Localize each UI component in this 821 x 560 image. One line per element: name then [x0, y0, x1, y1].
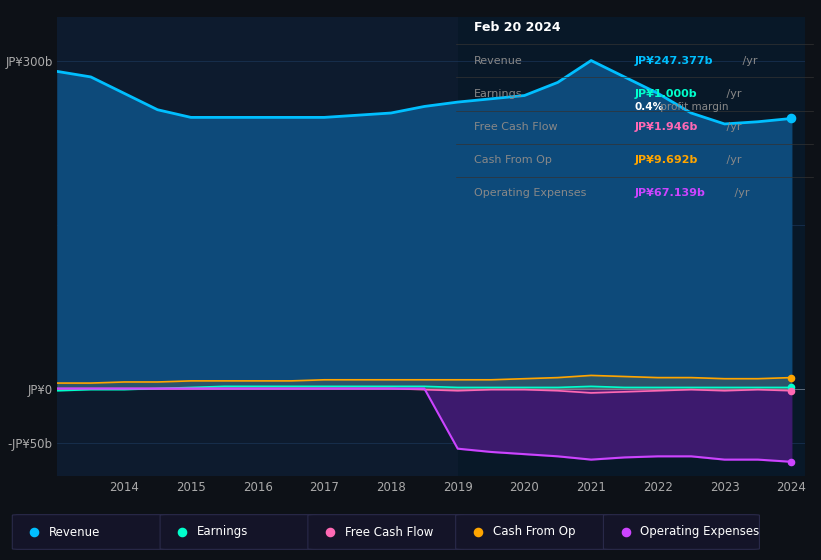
- Text: JP¥247.377b: JP¥247.377b: [635, 56, 713, 66]
- Text: Revenue: Revenue: [49, 525, 101, 539]
- Text: /yr: /yr: [731, 188, 749, 198]
- Text: JP¥1.000b: JP¥1.000b: [635, 89, 697, 99]
- Point: [471, 528, 484, 536]
- Text: Cash From Op: Cash From Op: [493, 525, 575, 539]
- Text: /yr: /yr: [722, 155, 741, 165]
- FancyBboxPatch shape: [603, 515, 759, 549]
- Text: /yr: /yr: [722, 89, 741, 99]
- Text: Operating Expenses: Operating Expenses: [474, 188, 586, 198]
- Text: /yr: /yr: [722, 122, 741, 132]
- Text: profit margin: profit margin: [658, 101, 729, 111]
- Text: JP¥9.692b: JP¥9.692b: [635, 155, 698, 165]
- FancyBboxPatch shape: [456, 515, 612, 549]
- Text: Cash From Op: Cash From Op: [474, 155, 552, 165]
- Point: [785, 373, 798, 382]
- Point: [323, 528, 337, 536]
- Text: Earnings: Earnings: [474, 89, 522, 99]
- FancyBboxPatch shape: [308, 515, 464, 549]
- Text: Free Cash Flow: Free Cash Flow: [474, 122, 557, 132]
- Point: [176, 528, 189, 536]
- Point: [785, 383, 798, 392]
- Text: JP¥1.946b: JP¥1.946b: [635, 122, 698, 132]
- Text: 0.4%: 0.4%: [635, 101, 663, 111]
- Bar: [458, 17, 805, 476]
- Text: Feb 20 2024: Feb 20 2024: [474, 21, 560, 34]
- FancyBboxPatch shape: [160, 515, 316, 549]
- Point: [785, 114, 798, 123]
- Text: JP¥67.139b: JP¥67.139b: [635, 188, 705, 198]
- Point: [785, 386, 798, 395]
- Point: [785, 458, 798, 466]
- FancyBboxPatch shape: [12, 515, 168, 549]
- Text: Revenue: Revenue: [474, 56, 522, 66]
- Text: Operating Expenses: Operating Expenses: [640, 525, 759, 539]
- Text: Free Cash Flow: Free Cash Flow: [345, 525, 433, 539]
- Text: /yr: /yr: [739, 56, 757, 66]
- Point: [619, 528, 632, 536]
- Point: [28, 528, 41, 536]
- Text: Earnings: Earnings: [197, 525, 249, 539]
